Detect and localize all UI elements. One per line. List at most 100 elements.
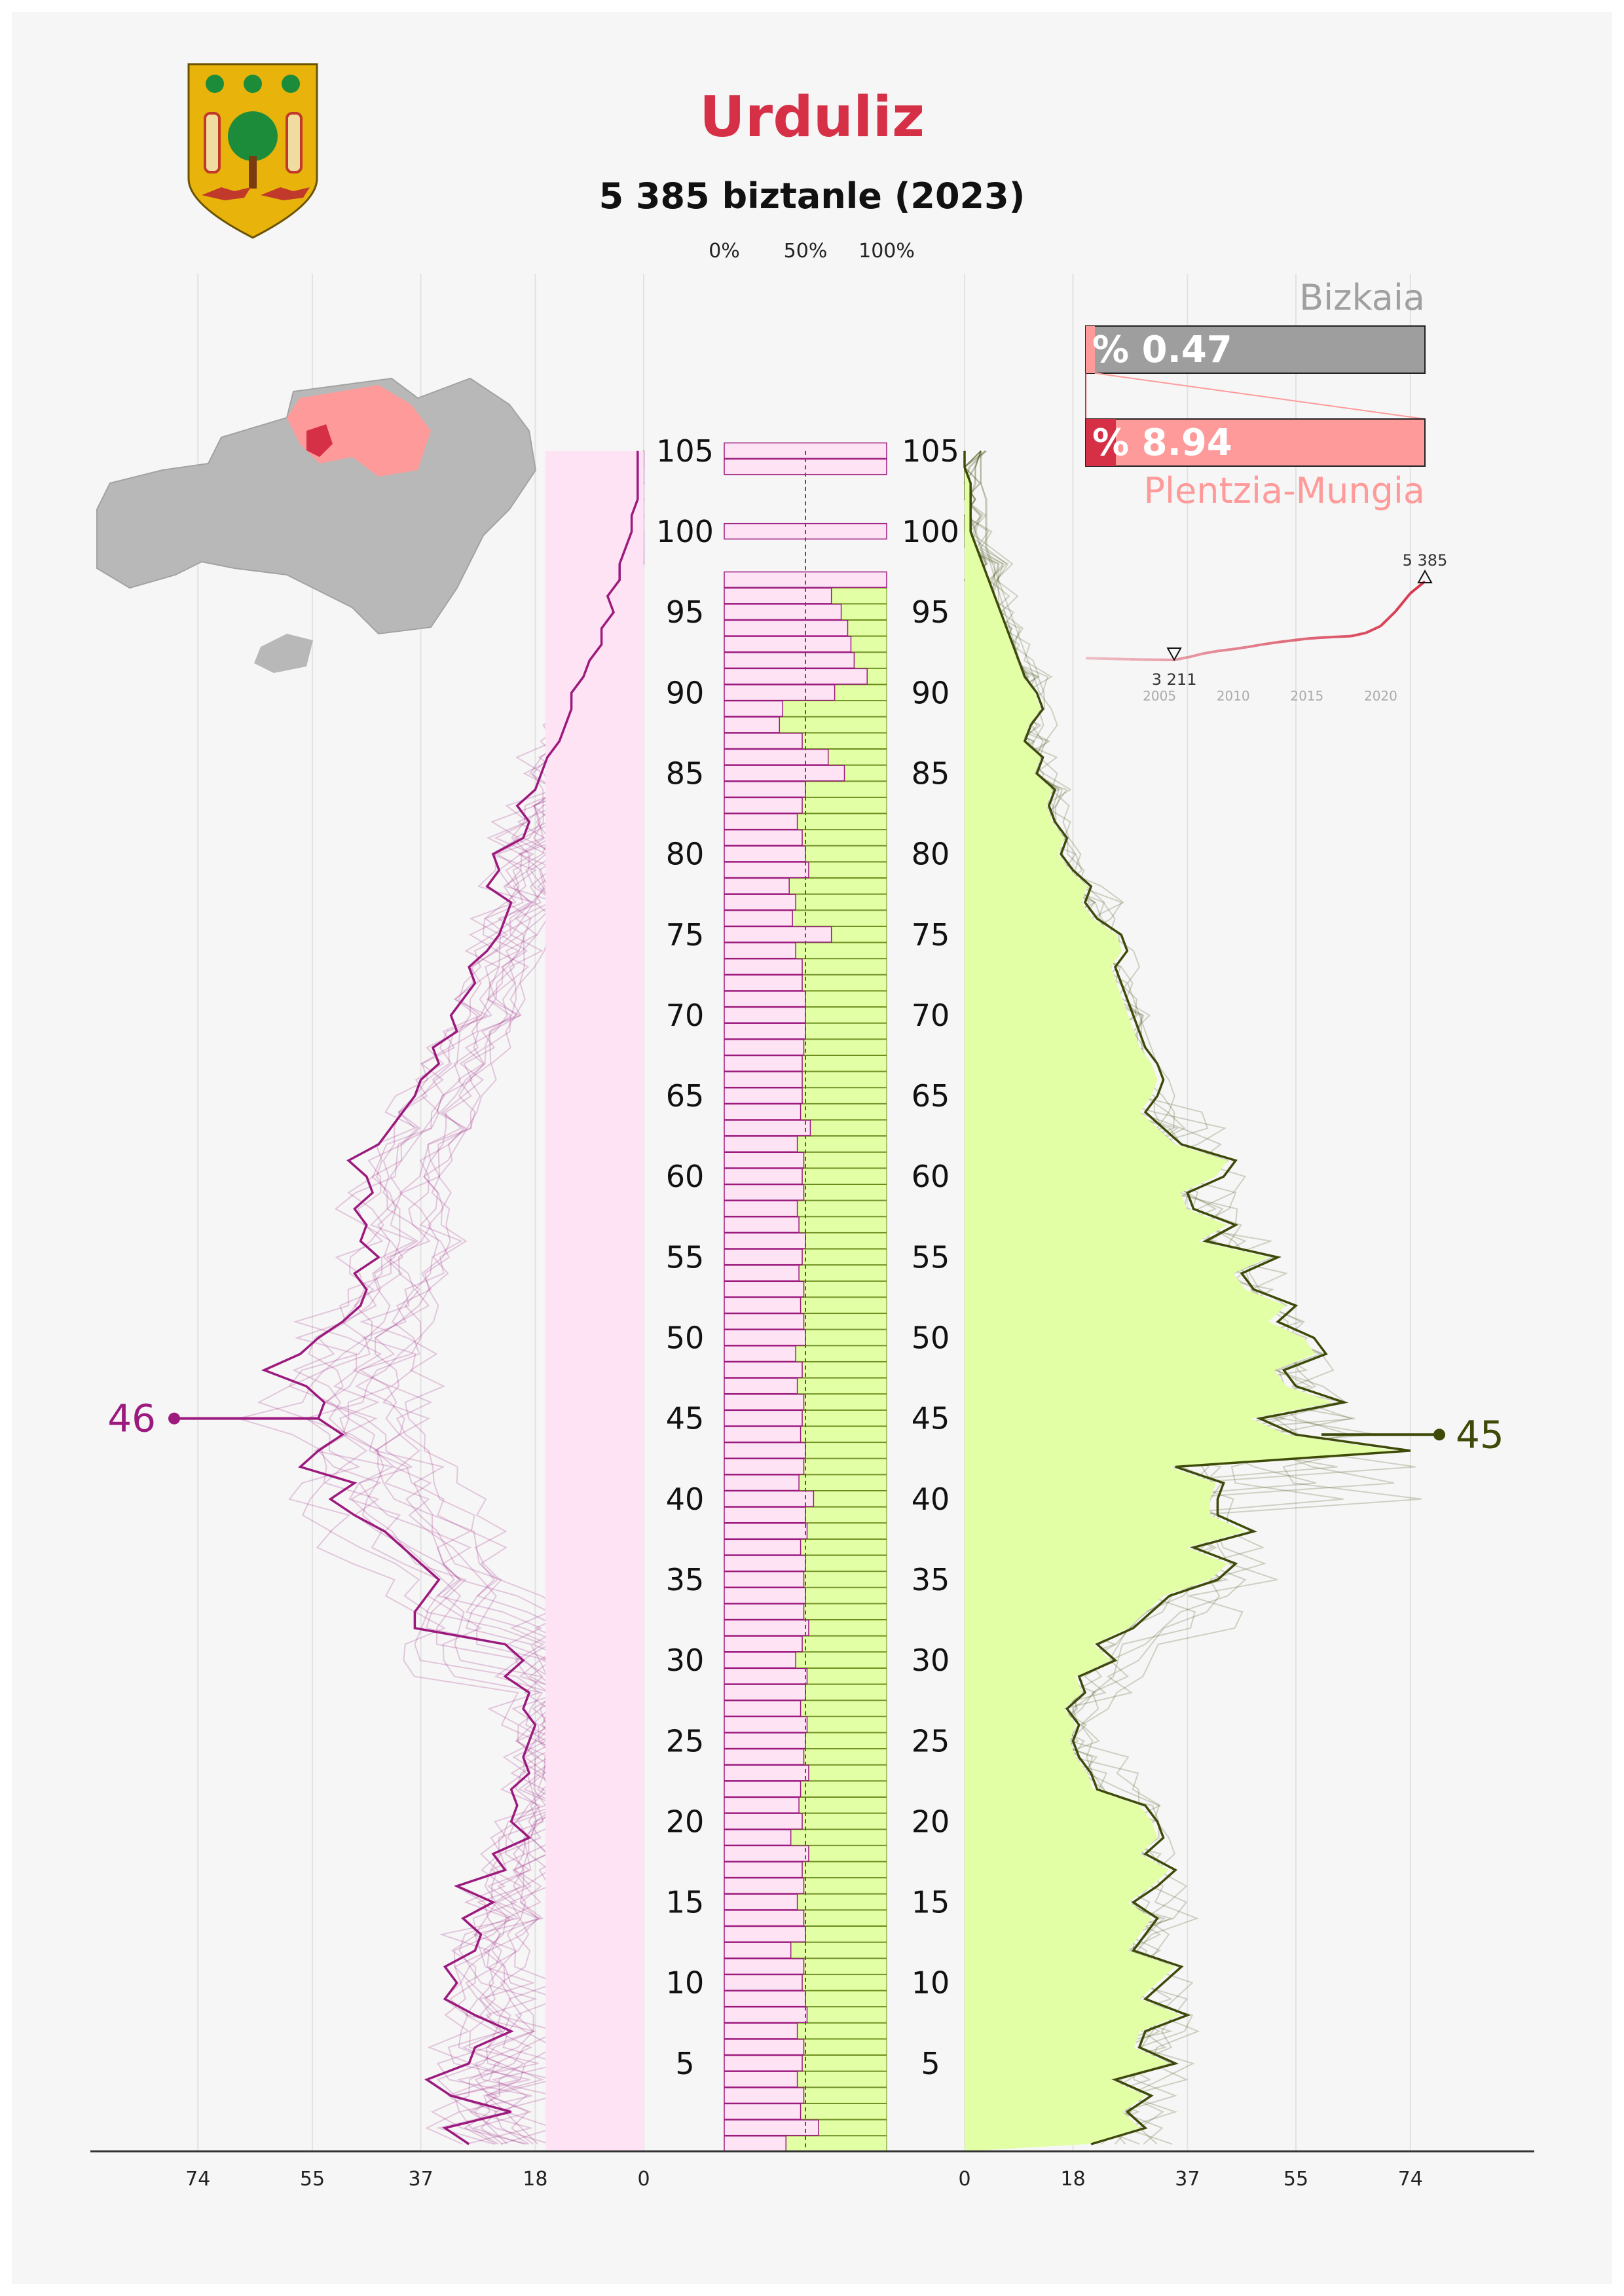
age-label-left: 35 <box>666 1562 705 1597</box>
age-label-left: 5 <box>675 2046 694 2081</box>
female-peak-dot <box>168 1412 180 1425</box>
ratio-bar-female <box>724 1410 803 1427</box>
ratio-bar-female <box>724 1539 802 1556</box>
age-label-right: 30 <box>912 1643 950 1678</box>
province-name: Bizkaia <box>1299 277 1425 318</box>
age-label-left: 50 <box>666 1321 705 1356</box>
age-label-right: 75 <box>912 917 950 953</box>
ratio-bar-female <box>724 1506 806 1523</box>
age-label-right: 55 <box>912 1239 950 1275</box>
ratio-bar-female <box>724 829 803 847</box>
age-label-left: 55 <box>666 1239 705 1275</box>
ratio-bar-female <box>724 1861 803 1878</box>
population-trend: 3 211 5 385 2005 2010 2015 2020 <box>1085 551 1448 704</box>
age-label-right: 95 <box>912 594 950 630</box>
trend-segment <box>1189 652 1204 659</box>
age-label-right: 105 <box>902 433 959 469</box>
ratio-bar-female <box>724 2054 803 2071</box>
age-label-right: 100 <box>902 514 959 549</box>
x-tick-label-right: 0 <box>958 2168 970 2191</box>
ratio-bar-female <box>724 668 868 685</box>
district-share: % 8.94 <box>1092 422 1232 464</box>
ratio-bar-female <box>724 813 798 830</box>
trend-segment <box>1336 634 1352 638</box>
age-label-left: 100 <box>656 514 714 549</box>
ratio-bar-female <box>724 1248 803 1266</box>
sex-ratio-bars: 0% 50% 100% <box>709 240 915 2153</box>
ratio-bar-female <box>724 1442 806 1459</box>
age-label-left: 30 <box>666 1643 705 1678</box>
ratio-bar-female <box>724 1055 803 1072</box>
ratio-bar-female <box>724 1716 808 1733</box>
ratio-bar-female <box>724 1345 796 1362</box>
ratio-tick-label: 50% <box>784 240 828 263</box>
trend-segment <box>1321 635 1337 639</box>
trend-max-label: 5 385 <box>1403 551 1448 570</box>
ratio-bar-female <box>724 571 887 588</box>
ratio-bar-female <box>724 1555 806 1572</box>
shield-tree-icon <box>187 63 318 239</box>
age-label-left: 15 <box>666 1885 705 1920</box>
ratio-bar-female <box>724 1748 805 1765</box>
trend-segment <box>1394 592 1412 613</box>
male-line-2023 <box>963 450 1411 2145</box>
ratio-bar-female <box>724 1813 803 1830</box>
chart-svg: 46 45 0% 50% 100% 74 55 37 18 0 0 18 37 55 74 5 510 10… <box>90 63 1534 2191</box>
trend-segment <box>1262 641 1278 646</box>
ratio-bar-female <box>724 1313 805 1330</box>
ratio-bar-female <box>724 442 887 459</box>
ratio-bar-female <box>724 1796 800 1813</box>
trend-segment <box>1306 636 1322 640</box>
age-label-left: 80 <box>666 837 705 872</box>
age-label-right: 20 <box>912 1804 950 1839</box>
age-label-left: 70 <box>666 998 705 1033</box>
trend-segment <box>1247 643 1263 649</box>
female-peak-label: 46 <box>107 1396 156 1441</box>
poster: 46 45 0% 50% 100% 74 55 37 18 0 0 18 37 55 74 5 5 10 10… <box>12 12 1612 2284</box>
x-tick-label-left: 0 <box>637 2168 650 2191</box>
ratio-bar-female <box>724 604 842 621</box>
ratio-bar-female <box>724 797 803 814</box>
trend-segment <box>1085 657 1101 660</box>
age-label-right: 90 <box>912 675 950 710</box>
trend-segment <box>1218 647 1234 653</box>
pyramid-lines: 46 45 <box>107 450 1504 2145</box>
age-label-left: 95 <box>666 594 705 630</box>
x-tick-label-right: 55 <box>1283 2168 1308 2191</box>
ratio-tick-label: 0% <box>709 240 740 263</box>
ratio-bar-female <box>724 1958 805 1975</box>
ratio-bar-female <box>724 1877 805 1894</box>
ratio-bar-female <box>724 1297 802 1314</box>
age-label-right: 40 <box>912 1482 950 1517</box>
ratio-bar-female <box>724 1974 803 1991</box>
ratio-bar-female <box>724 877 790 894</box>
ratio-bar-female <box>724 845 806 862</box>
ratio-bar-female <box>724 1135 798 1153</box>
age-label-left: 60 <box>666 1159 705 1194</box>
ratio-bar-female <box>724 1490 815 1507</box>
age-label-right: 60 <box>912 1159 950 1194</box>
ratio-bar-female <box>724 910 793 927</box>
ratio-bar-female <box>724 1522 808 1540</box>
x-tick-label-right: 18 <box>1061 2168 1086 2191</box>
ratio-bar-female <box>724 1071 803 1088</box>
ratio-bar-female <box>724 1571 805 1588</box>
ratio-bar-female <box>724 991 806 1008</box>
ratio-bar-female <box>724 1619 809 1636</box>
ratio-bar-female <box>724 1587 806 1604</box>
trend-year-tick: 2015 <box>1290 688 1323 704</box>
age-label-right: 25 <box>912 1723 950 1758</box>
age-label-left: 75 <box>666 917 705 953</box>
age-label-right: 85 <box>912 756 950 791</box>
ratio-bar-female <box>724 684 836 701</box>
ratio-bar-female <box>724 733 803 750</box>
ratio-bar-female <box>724 2039 805 2056</box>
trend-year-tick: 2005 <box>1143 688 1176 704</box>
age-label-right: 5 <box>921 2046 940 2081</box>
trend-segment <box>1409 580 1426 595</box>
ratio-bar-female <box>724 2006 808 2024</box>
trend-segment <box>1380 610 1397 627</box>
ratio-bar-female <box>724 1023 806 1040</box>
age-label-left: 40 <box>666 1482 705 1517</box>
